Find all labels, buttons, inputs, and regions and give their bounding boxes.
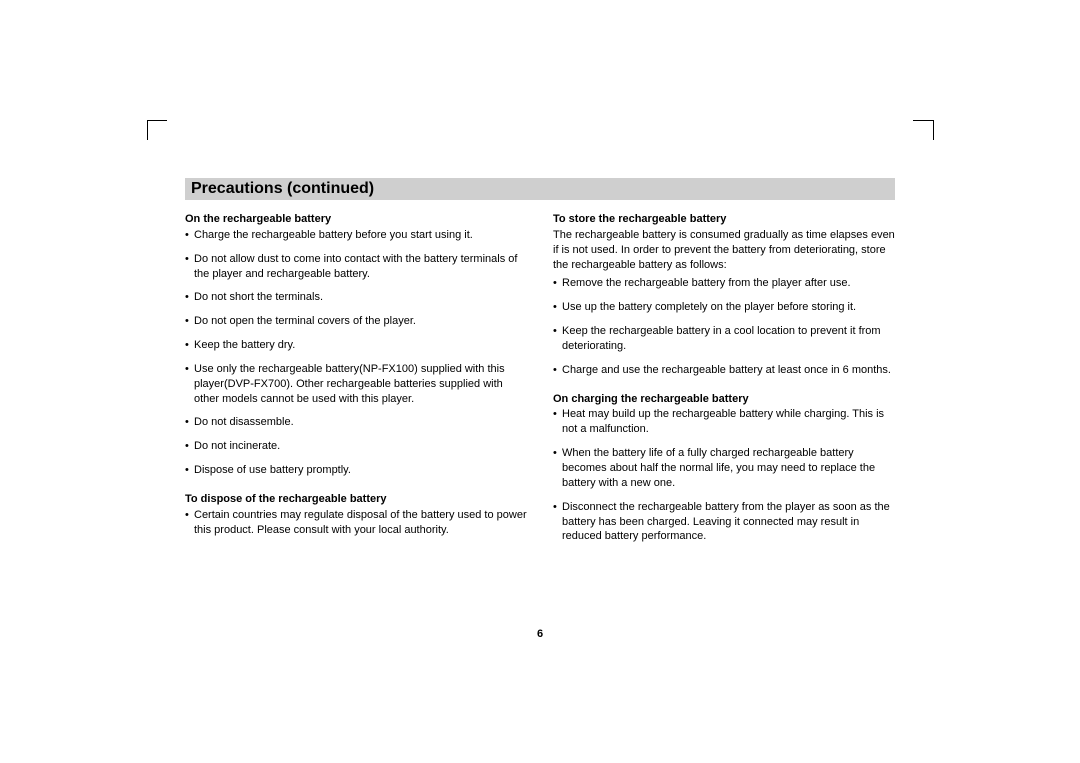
bullet-list: Heat may build up the rechargeable batte… <box>553 407 895 544</box>
list-item: Do not short the terminals. <box>185 290 527 305</box>
document-page: Precautions (continued) On the rechargea… <box>185 178 895 553</box>
paragraph: The rechargeable battery is consumed gra… <box>553 228 895 273</box>
left-column: On the rechargeable battery Charge the r… <box>185 210 527 553</box>
list-item: When the battery life of a fully charged… <box>553 446 895 491</box>
section-title-bar: Precautions (continued) <box>185 178 895 200</box>
crop-mark <box>147 120 167 121</box>
section-title: Precautions (continued) <box>191 180 889 198</box>
crop-mark <box>913 120 933 121</box>
list-item: Keep the rechargeable battery in a cool … <box>553 324 895 354</box>
list-item: Charge the rechargeable battery before y… <box>185 228 527 243</box>
list-item: Charge and use the rechargeable battery … <box>553 363 895 378</box>
subheading: To dispose of the rechargeable battery <box>185 492 527 507</box>
bullet-list: Charge the rechargeable battery before y… <box>185 228 527 478</box>
two-column-layout: On the rechargeable battery Charge the r… <box>185 210 895 553</box>
bullet-list: Remove the rechargeable battery from the… <box>553 276 895 377</box>
list-item: Do not allow dust to come into contact w… <box>185 252 527 282</box>
page-number: 6 <box>185 628 895 640</box>
list-item: Certain countries may regulate disposal … <box>185 508 527 538</box>
list-item: Dispose of use battery promptly. <box>185 463 527 478</box>
list-item: Do not disassemble. <box>185 415 527 430</box>
list-item: Use only the rechargeable battery(NP-FX1… <box>185 362 527 407</box>
list-item: Keep the battery dry. <box>185 338 527 353</box>
subheading: To store the rechargeable battery <box>553 212 895 227</box>
list-item: Disconnect the rechargeable battery from… <box>553 500 895 545</box>
crop-mark <box>933 120 934 140</box>
crop-mark <box>147 120 148 140</box>
bullet-list: Certain countries may regulate disposal … <box>185 508 527 538</box>
subheading: On the rechargeable battery <box>185 212 527 227</box>
list-item: Remove the rechargeable battery from the… <box>553 276 895 291</box>
subheading: On charging the rechargeable battery <box>553 392 895 407</box>
list-item: Do not open the terminal covers of the p… <box>185 314 527 329</box>
right-column: To store the rechargeable battery The re… <box>553 210 895 553</box>
list-item: Do not incinerate. <box>185 439 527 454</box>
list-item: Use up the battery completely on the pla… <box>553 300 895 315</box>
list-item: Heat may build up the rechargeable batte… <box>553 407 895 437</box>
